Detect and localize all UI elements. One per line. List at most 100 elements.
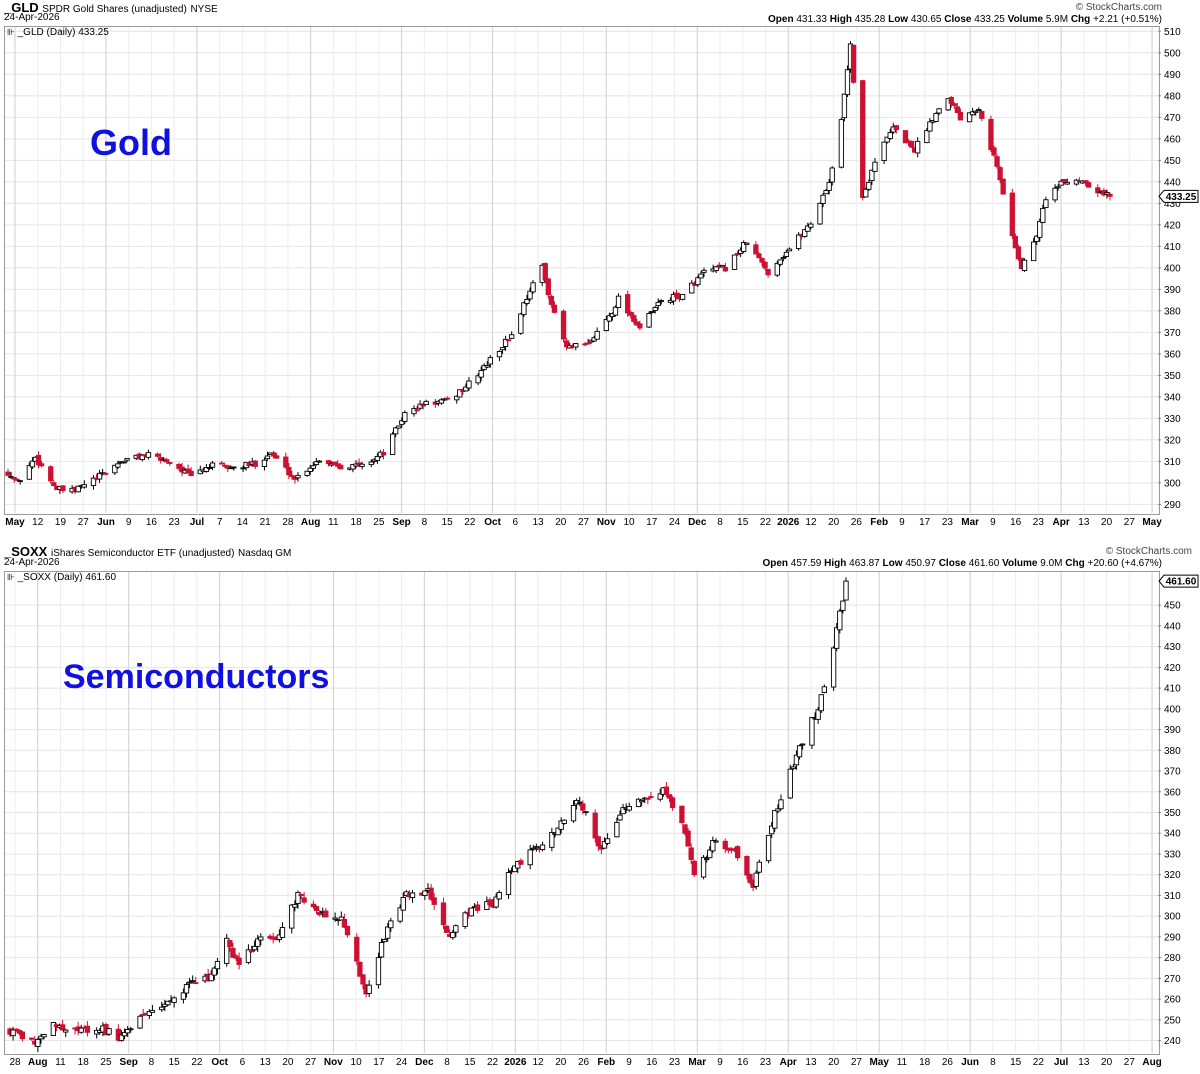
soxx-candle-body: [790, 766, 797, 770]
soxx-x-tick-label: Jun: [961, 1057, 979, 1068]
soxx-brand: © StockCharts.com: [1105, 546, 1192, 557]
gld-candle-body: [615, 295, 622, 308]
soxx-x-tick-label: 8: [990, 1057, 996, 1068]
soxx-candle-body: [809, 717, 815, 746]
soxx-y-tick-label: 440: [1164, 621, 1181, 632]
gld-candles: [5, 41, 1113, 494]
soxx-candles: [7, 577, 849, 1052]
gld-candle-body: [976, 109, 982, 111]
soxx-x-tick-label: 20: [555, 1057, 567, 1068]
gld-candle-body: [475, 375, 481, 384]
gld-candle-body: [396, 425, 402, 429]
soxx-candle-body: [648, 796, 654, 798]
gld-candle-body: [850, 44, 857, 83]
soxx-candle-body: [301, 897, 307, 903]
gld-candle-body: [915, 140, 921, 154]
gld-candle-body: [722, 266, 729, 272]
soxx-candle-body: [186, 981, 193, 984]
gld-candle-body: [670, 293, 677, 302]
gld-x-tick-label: 12: [805, 517, 817, 528]
soxx-candle-body: [834, 627, 840, 649]
gld-candle-body: [530, 282, 536, 293]
gld-candle-body: [179, 466, 185, 473]
soxx-y-tick-label: 450: [1164, 601, 1181, 612]
gld-x-tick-label: 26: [851, 517, 863, 528]
soxx-y-tick-label: 390: [1164, 725, 1181, 736]
soxx-candle-body: [84, 1025, 91, 1033]
soxx-candle-body: [298, 893, 304, 897]
gld-candle-body: [51, 482, 57, 487]
gld-candle-body: [240, 467, 246, 470]
gld-date: 24-Apr-2026: [4, 12, 60, 23]
soxx-candle-body: [595, 836, 601, 847]
soxx-candle-body: [691, 860, 697, 876]
gld-x-tick-label: 2026: [777, 517, 800, 528]
gld-candle-body: [270, 452, 277, 457]
soxx-x-tick-label: 20: [1101, 1057, 1113, 1068]
soxx-candle-body: [722, 840, 728, 850]
gld-x-tick-label: 6: [513, 517, 519, 528]
gld-candle-body: [573, 343, 579, 348]
soxx-candle-body: [41, 1034, 47, 1038]
gld-y-tick-label: 440: [1164, 177, 1181, 188]
gld-x-tick-label: Oct: [484, 517, 501, 528]
soxx-candle-body: [171, 997, 177, 1003]
soxx-candle-body: [159, 1006, 165, 1011]
gld-candle-body: [957, 111, 964, 121]
gld-candle-body: [759, 257, 765, 263]
gld-candle-body: [594, 330, 600, 340]
gld-y-tick-label: 400: [1164, 263, 1181, 274]
soxx-candle-body: [704, 858, 710, 861]
soxx-candle-body: [450, 932, 456, 939]
soxx-candle-body: [580, 803, 586, 811]
gld-candle-body: [167, 462, 173, 464]
gld-candle-body: [313, 461, 319, 466]
soxx-candle-body: [626, 805, 632, 811]
gld-candle-body: [1082, 180, 1089, 183]
soxx-y-tick-label: 310: [1164, 891, 1181, 902]
gld-candle-body: [75, 485, 81, 493]
gld-candle-body: [625, 294, 631, 314]
gld-candle-body: [954, 106, 961, 114]
soxx-candle-body: [10, 1029, 16, 1037]
gld-candle-body: [219, 462, 225, 465]
soxx-candle-body: [409, 892, 416, 899]
gld-candle-body: [289, 475, 295, 477]
soxx-candle-body: [50, 1022, 56, 1036]
soxx-y-tick-label: 430: [1164, 642, 1181, 653]
gld-candle-body: [765, 268, 771, 276]
soxx-candle-body: [558, 820, 564, 830]
gld-series-label: ⊪ _GLD (Daily) 433.25: [7, 27, 109, 38]
gld-x-tick-label: 21: [260, 517, 272, 528]
soxx-candle-body: [146, 1010, 152, 1017]
gld-candle-body: [273, 455, 280, 459]
gld-candle-body: [1058, 180, 1064, 186]
soxx-x-tick-label: 8: [149, 1057, 155, 1068]
soxx-candle-body: [375, 957, 382, 986]
gld-candle-body: [560, 310, 567, 340]
soxx-candle-body: [663, 786, 670, 795]
gld-candle-body: [753, 244, 759, 255]
gld-y-tick-label: 420: [1164, 220, 1181, 231]
soxx-candle-body: [313, 906, 320, 912]
gld-candle-body: [310, 465, 316, 469]
gld-x-tick-label: 10: [623, 517, 635, 528]
soxx-x-tick-label: 13: [1078, 1057, 1090, 1068]
gld-y-tick-label: 460: [1164, 134, 1181, 145]
soxx-candle-body: [821, 686, 827, 693]
soxx-panel: _SOXX iShares Semiconductor ETF (unadjus…: [0, 540, 1200, 1074]
soxx-candle-body: [428, 887, 434, 900]
gld-candle-body: [1040, 207, 1046, 223]
soxx-candle-body: [341, 918, 348, 928]
soxx-x-tick-label: Mar: [688, 1057, 706, 1068]
soxx-y-tick-label: 420: [1164, 663, 1181, 674]
soxx-ohlc-readout: Open 457.59 High 463.87 Low 450.97 Close…: [762, 558, 1162, 569]
gld-price-badge-label: 433.25: [1166, 192, 1197, 203]
soxx-candle-body: [121, 1031, 128, 1037]
gld-x-tick-label: 11: [328, 517, 339, 528]
soxx-candle-body: [258, 936, 264, 941]
gld-y-tick-label: 380: [1164, 306, 1181, 317]
soxx-y-tick-label: 360: [1164, 787, 1181, 798]
gld-candle-body: [283, 456, 289, 468]
soxx-candle-body: [224, 937, 230, 964]
